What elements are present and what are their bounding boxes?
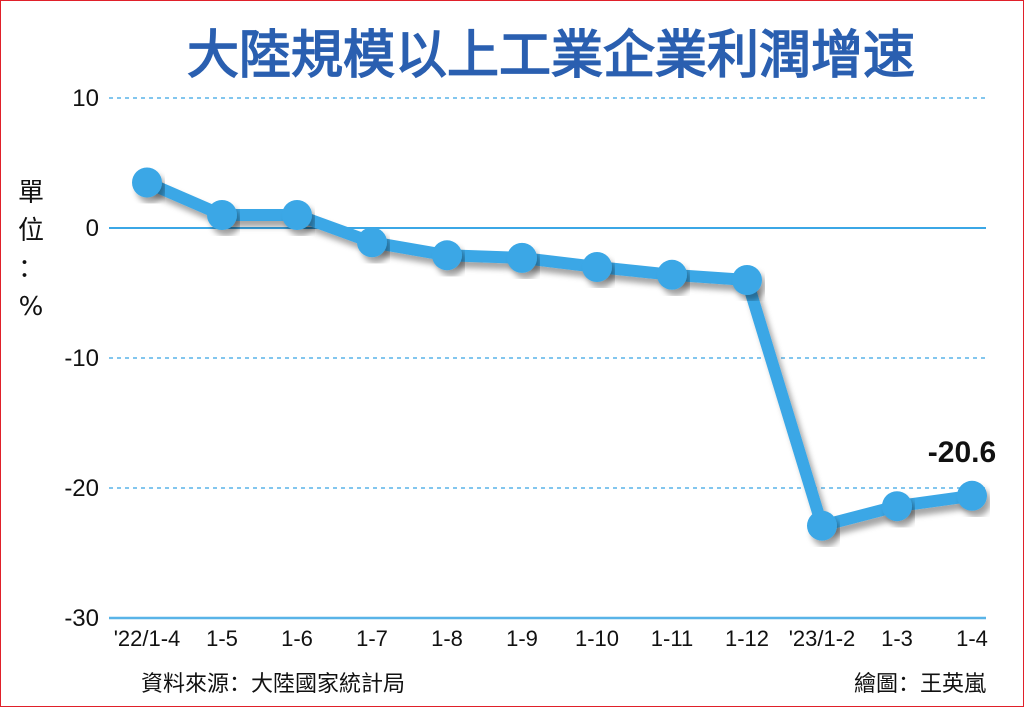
y-tick-label: 0 <box>86 215 99 242</box>
x-tick-label: 1-5 <box>206 626 238 651</box>
data-point-9 <box>732 265 762 295</box>
y-tick-label: -10 <box>64 345 99 372</box>
x-axis-ticks: '22/1-4 1-5 1-6 1-7 1-8 1-9 1-10 1-11 1-12 '23/1-… <box>114 626 988 651</box>
y-tick-label: 10 <box>72 85 99 112</box>
data-point-2 <box>207 200 237 230</box>
y-axis-unit-label: 單位：% <box>18 178 44 322</box>
series-line <box>141 176 978 532</box>
data-point-3 <box>282 200 312 230</box>
x-tick-label: '22/1-4 <box>114 626 181 651</box>
data-point-10 <box>807 510 837 541</box>
x-tick-label: 1-11 <box>651 626 693 651</box>
x-tick-label: 1-7 <box>356 626 388 651</box>
x-tick-label: 1-12 <box>725 626 769 651</box>
data-point-12 <box>957 480 987 511</box>
data-point-7 <box>582 252 612 282</box>
y-tick-label: -30 <box>64 605 99 632</box>
y-axis-label: 單位：% <box>18 178 44 322</box>
gridlines <box>109 97 986 620</box>
series-profit-growth <box>132 167 987 541</box>
data-point-1 <box>132 167 162 198</box>
data-point-11 <box>882 491 912 522</box>
data-point-4 <box>357 227 387 258</box>
data-point-8 <box>657 259 687 290</box>
x-tick-label: 1-10 <box>575 626 619 651</box>
x-tick-label: 1-3 <box>881 626 913 651</box>
data-point-6 <box>507 242 537 273</box>
source-note: 資料來源：大陸國家統計局 <box>141 672 405 697</box>
chart-title: 大陸規模以上工業企業利潤增速 <box>187 26 915 86</box>
data-point-5 <box>432 240 462 271</box>
credit-note: 繪圖：王英嵐 <box>854 672 986 697</box>
x-tick-label: 1-6 <box>281 626 313 651</box>
x-tick-label: 1-8 <box>431 626 463 651</box>
x-tick-label: 1-9 <box>506 626 538 651</box>
data-label-last: -20.6 <box>928 436 996 469</box>
x-tick-label: 1-4 <box>956 626 988 651</box>
y-tick-label: -20 <box>64 475 99 502</box>
data-labels: -20.6 <box>928 436 996 469</box>
x-tick-label: '23/1-2 <box>789 626 856 651</box>
y-axis-ticks: 10 0 -10 -20 -30 <box>64 85 99 632</box>
